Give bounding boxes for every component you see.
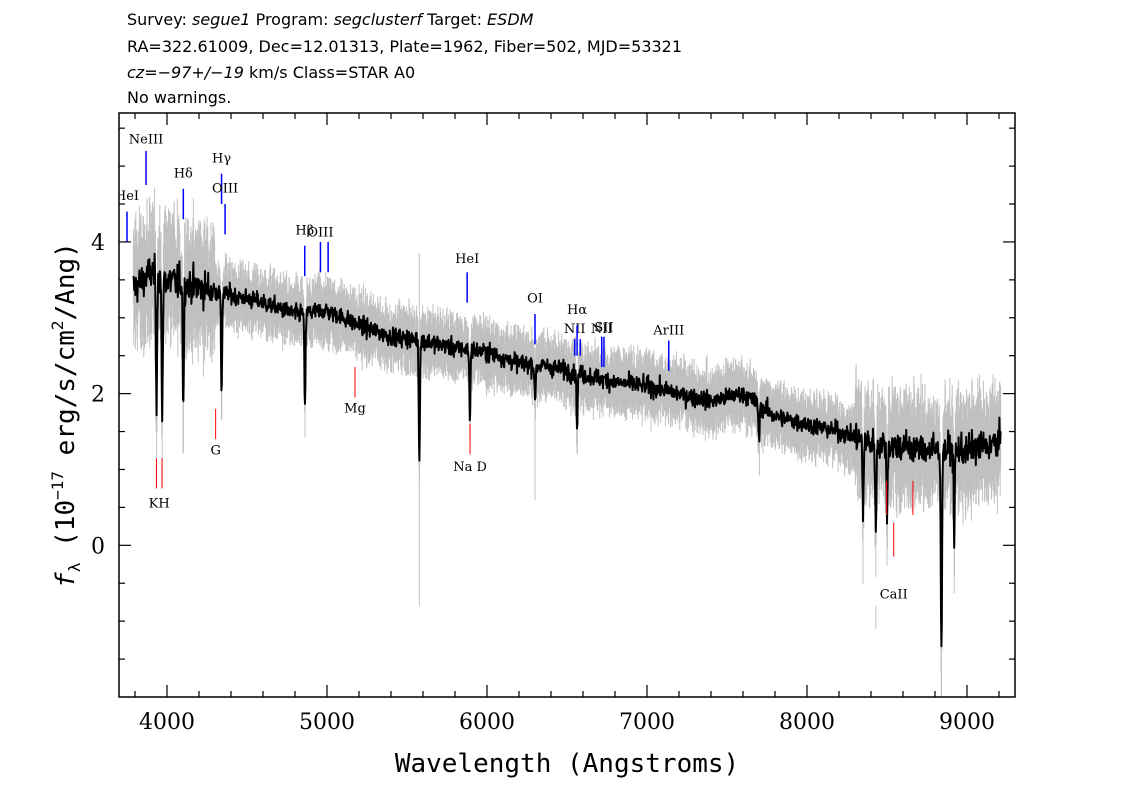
y-tick-label: 0 (91, 534, 105, 559)
header-line-3: cz=−97+/−19 km/s Class=STAR A0 (127, 63, 415, 82)
emission-line-label: HeI (115, 189, 139, 204)
flux-series (132, 252, 1002, 648)
cz-units-class: km/s Class=STAR A0 (249, 63, 416, 82)
y-axis-main: (10 (51, 500, 81, 563)
emission-line-label: Hδ (174, 166, 193, 181)
y-axis-lambda: λ (65, 562, 84, 572)
emission-line-label: NII (591, 322, 613, 337)
y-axis-exp1: −17 (48, 471, 67, 500)
axis-ticks: 4000 5000 6000 7000 8000 9000 0 2 4 (91, 113, 1015, 735)
absorption-line-label: CaII (880, 587, 908, 602)
emission-line-label: OIII (307, 226, 333, 241)
x-tick-label: 4000 (139, 710, 195, 735)
absorption-line-label: KH (149, 496, 170, 511)
emission-line-label: Hγ (212, 151, 231, 166)
plot-frame (118, 112, 1016, 698)
x-tick-label: 9000 (939, 710, 995, 735)
flux-line (132, 252, 1002, 648)
header-warnings: No warnings. (127, 88, 232, 107)
y-axis-title: fλ (10−17 erg/s/cm2/Ang) (48, 242, 84, 588)
y-tick-label: 4 (91, 231, 105, 256)
survey-value: segue1 (191, 10, 251, 29)
emission-line-label: NeIII (129, 132, 163, 147)
absorption-line-label: Mg (344, 402, 366, 417)
absorption-line-label: Na D (453, 460, 487, 475)
emission-line-label: Hα (567, 303, 587, 318)
cz-label: cz= (127, 63, 158, 82)
emission-line-label: Hβ (295, 223, 314, 238)
header-line-1: Survey: segue1 Program: segclusterf Targ… (127, 10, 533, 29)
emission-line-label: HeI (455, 252, 479, 267)
y-axis-f: f (51, 572, 81, 588)
cz-value: −97+/−19 (157, 63, 244, 82)
x-tick-label: 6000 (459, 710, 515, 735)
x-tick-label: 5000 (299, 710, 355, 735)
target-value: ESDM (487, 10, 534, 29)
emission-line-label: ArIII (652, 323, 684, 338)
x-tick-label: 7000 (619, 710, 675, 735)
emission-line-label: OIII (212, 182, 238, 197)
program-label: Program: (255, 10, 329, 29)
y-tick-label: 2 (91, 383, 105, 408)
y-axis-mid: erg/s/cm (51, 330, 81, 471)
x-tick-label: 8000 (779, 710, 835, 735)
emission-line-label: NII (564, 322, 586, 337)
x-axis-title: Wavelength (Angstroms) (395, 749, 739, 779)
program-value: segclusterf (333, 10, 422, 29)
header-line-2: RA=322.61009, Dec=12.01313, Plate=1962, … (127, 37, 683, 56)
target-label: Target: (427, 10, 482, 29)
y-axis-exp2: 2 (48, 320, 67, 330)
y-axis-end: /Ang) (51, 242, 81, 320)
emission-line-label: OI (527, 292, 543, 307)
emission-line-label: SII (594, 320, 613, 335)
absorption-line-label: G (210, 443, 220, 458)
survey-label: Survey: (127, 10, 187, 29)
